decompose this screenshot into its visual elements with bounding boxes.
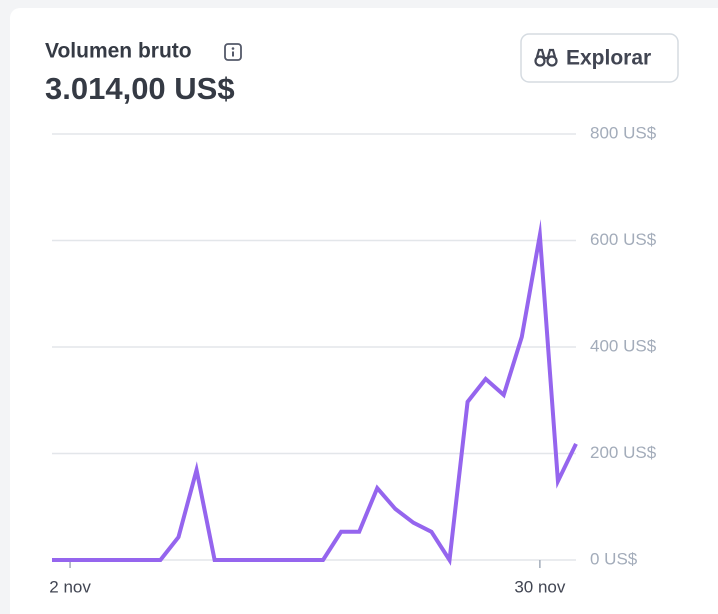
info-icon[interactable] [224, 43, 242, 61]
x-tick-label: 30 nov [514, 577, 566, 596]
data-line [52, 219, 578, 566]
x-tick-label: 2 nov [49, 577, 91, 596]
y-tick-label: 800 US$ [590, 123, 657, 142]
card [10, 8, 718, 614]
y-tick-label: 600 US$ [590, 230, 657, 249]
total-amount: 3.014,00 US$ [45, 71, 235, 106]
y-tick-label: 0 US$ [590, 549, 638, 568]
y-tick-label: 200 US$ [590, 443, 657, 462]
binoculars-icon [534, 48, 558, 67]
button-label: Explorar [566, 47, 651, 70]
y-tick-label: 400 US$ [590, 336, 657, 355]
explore-button[interactable]: Explorar [520, 33, 679, 83]
card-title: Volumen bruto [45, 40, 192, 63]
